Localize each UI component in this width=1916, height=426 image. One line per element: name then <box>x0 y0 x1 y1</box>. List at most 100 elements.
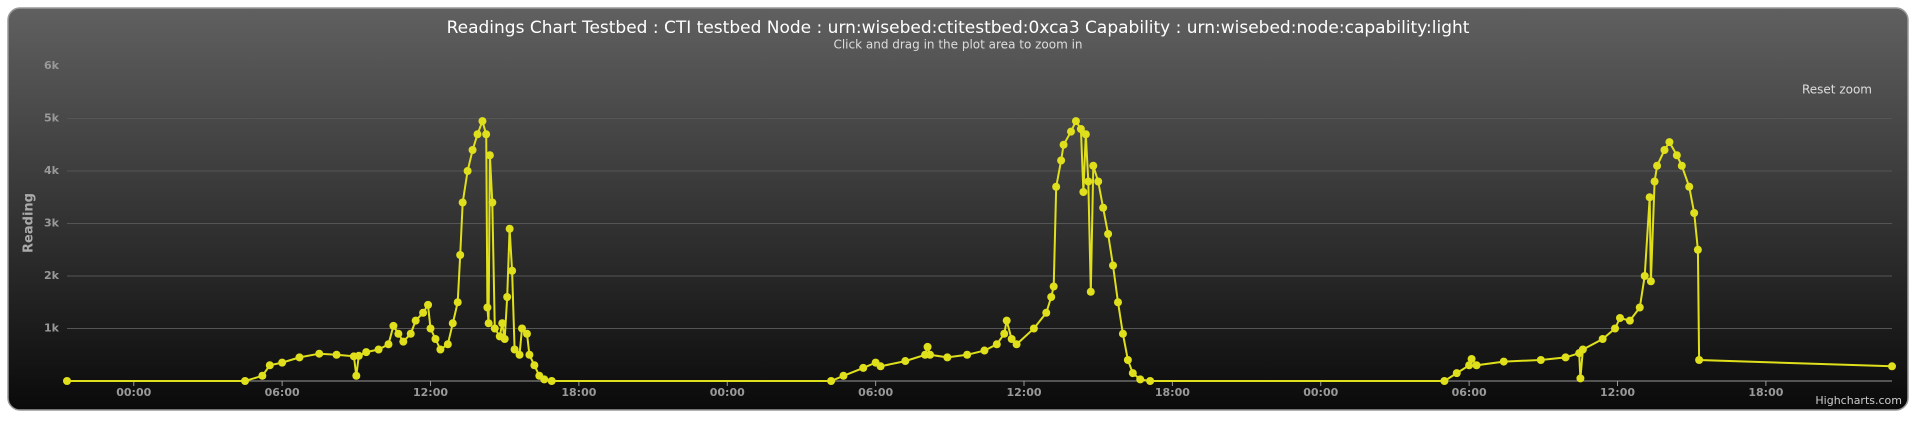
data-point <box>1104 230 1113 238</box>
data-point <box>473 130 482 139</box>
data-point <box>1079 188 1088 196</box>
data-point <box>374 345 383 354</box>
data-point <box>468 146 477 154</box>
data-point <box>1049 282 1058 291</box>
data-point <box>332 350 341 359</box>
data-point <box>436 345 445 354</box>
data-point <box>456 251 465 259</box>
data-point <box>1128 369 1137 378</box>
data-point <box>1057 156 1066 165</box>
data-point <box>1076 125 1085 133</box>
data-point <box>265 361 274 370</box>
data-point <box>503 293 512 301</box>
data-point <box>1029 324 1038 333</box>
data-point <box>1094 177 1103 186</box>
data-point <box>859 363 868 372</box>
x-tick-label: 12:00 <box>1007 386 1042 399</box>
data-point <box>926 350 935 359</box>
data-point <box>1002 316 1011 325</box>
data-point <box>1118 329 1127 338</box>
data-point <box>1059 140 1068 149</box>
data-point <box>1695 356 1704 364</box>
data-point <box>490 324 499 333</box>
data-point <box>431 335 440 343</box>
y-tick-label: 5k <box>44 112 60 125</box>
data-point <box>1640 272 1649 280</box>
data-point <box>1113 298 1122 307</box>
data-point <box>1888 362 1896 371</box>
x-tick-label: 12:00 <box>413 386 448 399</box>
y-tick-label: 6k <box>44 59 60 72</box>
data-point <box>443 340 452 349</box>
data-point <box>295 353 304 362</box>
data-point <box>1672 151 1681 160</box>
data-point <box>406 329 415 338</box>
data-point <box>963 350 972 359</box>
x-tick-label: 18:00 <box>1155 386 1190 399</box>
x-tick-label: 06:00 <box>858 386 893 399</box>
data-point <box>525 350 534 359</box>
data-point <box>508 266 517 275</box>
data-point <box>1081 130 1090 139</box>
data-point <box>419 308 428 317</box>
data-point <box>463 167 472 175</box>
data-point <box>530 361 539 370</box>
data-point <box>448 319 457 328</box>
data-point <box>1650 177 1659 186</box>
data-point <box>992 340 1001 349</box>
data-point <box>278 358 287 367</box>
data-point <box>827 377 836 385</box>
data-point <box>1146 377 1155 385</box>
data-point <box>901 357 910 366</box>
data-point <box>1677 161 1686 170</box>
data-point <box>839 371 848 380</box>
data-point <box>1042 308 1051 317</box>
chart-subtitle: Click and drag in the plot area to zoom … <box>833 38 1082 52</box>
data-point <box>1440 377 1449 385</box>
data-point <box>1467 354 1476 363</box>
y-axis-title: Reading <box>22 193 37 253</box>
data-point <box>354 351 363 360</box>
data-point <box>1052 182 1061 191</box>
data-point <box>362 348 371 357</box>
data-point <box>63 377 71 385</box>
data-point <box>1685 182 1694 191</box>
data-point <box>1536 356 1545 364</box>
data-point <box>458 198 467 207</box>
data-point <box>876 362 885 371</box>
y-tick-label: 3k <box>44 217 60 230</box>
data-point <box>384 340 393 349</box>
data-point <box>1690 209 1699 217</box>
data-point <box>1499 357 1508 366</box>
data-point <box>1472 361 1481 370</box>
data-point <box>500 335 509 343</box>
data-point <box>389 321 398 330</box>
data-point <box>241 377 250 385</box>
data-point <box>510 345 519 354</box>
data-point <box>1123 356 1132 364</box>
data-point <box>484 319 493 328</box>
x-tick-label: 06:00 <box>1452 386 1487 399</box>
data-point <box>1598 335 1607 343</box>
data-point <box>980 346 989 355</box>
data-point <box>547 377 556 385</box>
data-point <box>1086 287 1095 296</box>
data-point <box>518 324 527 333</box>
data-point <box>424 300 433 309</box>
data-point <box>923 342 932 351</box>
data-point <box>1465 361 1474 370</box>
data-point <box>1693 245 1702 254</box>
data-point <box>485 151 494 160</box>
data-point <box>488 198 497 207</box>
data-point <box>411 316 420 325</box>
data-point <box>1452 369 1461 378</box>
reset-zoom-button[interactable]: Reset zoom <box>1802 83 1872 97</box>
data-point <box>258 371 267 380</box>
data-point <box>505 224 514 233</box>
y-tick-label: 4k <box>44 164 60 177</box>
data-point <box>1047 293 1056 301</box>
data-point <box>1561 353 1570 362</box>
chart-title: Readings Chart Testbed : CTI testbed Nod… <box>447 18 1470 38</box>
data-point <box>1645 193 1654 202</box>
